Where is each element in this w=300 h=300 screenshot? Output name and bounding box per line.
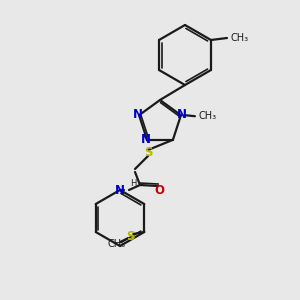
Text: N: N xyxy=(133,108,143,121)
Text: S: S xyxy=(144,146,152,160)
Text: CH₃: CH₃ xyxy=(107,239,125,249)
Text: S: S xyxy=(126,230,134,242)
Text: N: N xyxy=(177,108,187,121)
Text: CH₃: CH₃ xyxy=(231,33,249,43)
Text: CH₃: CH₃ xyxy=(199,111,217,121)
Text: O: O xyxy=(154,184,164,196)
Text: N: N xyxy=(115,184,125,196)
Text: H: H xyxy=(130,179,136,188)
Text: N: N xyxy=(141,133,151,146)
